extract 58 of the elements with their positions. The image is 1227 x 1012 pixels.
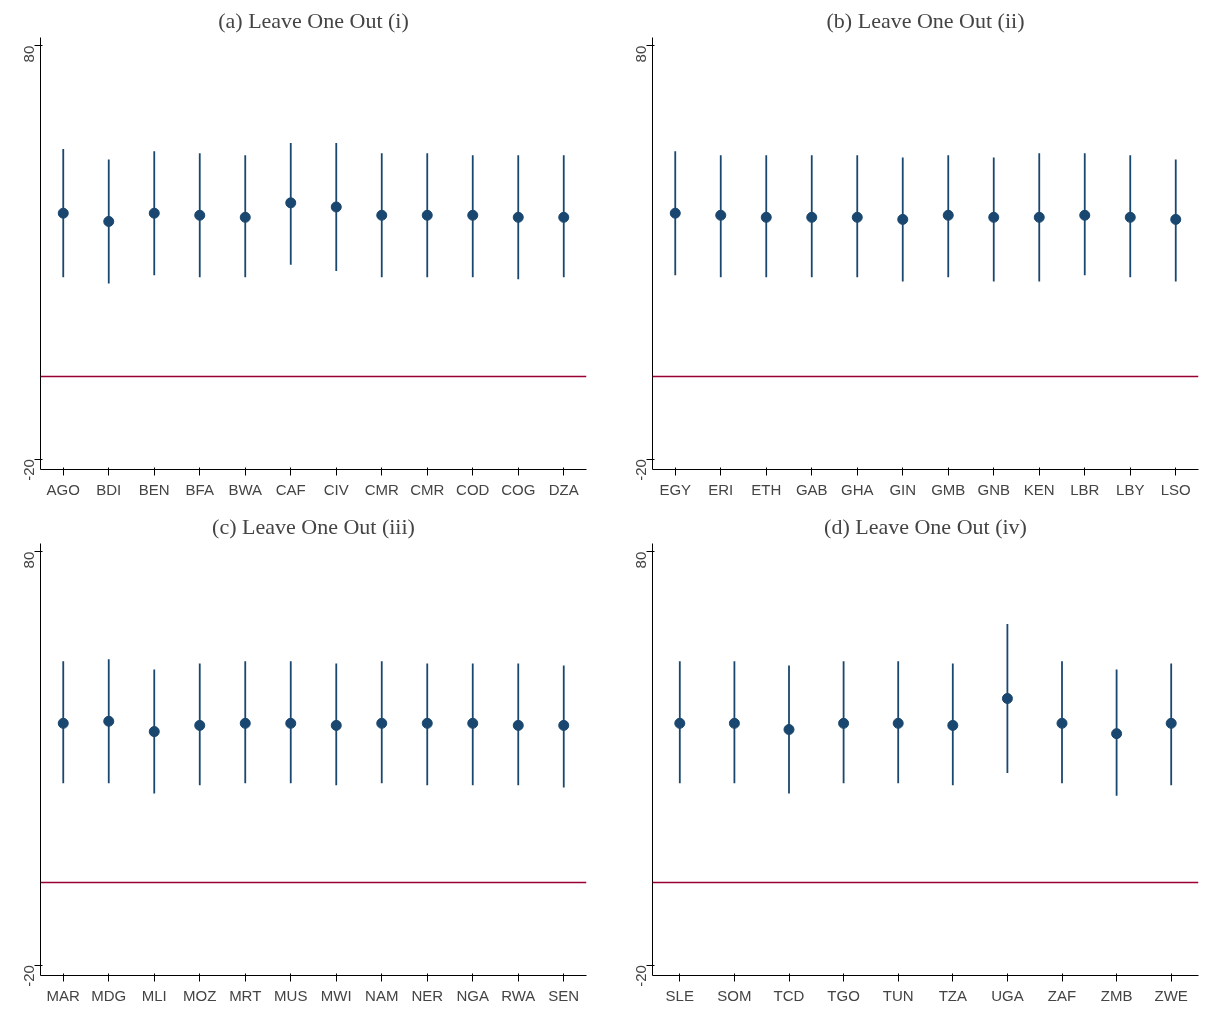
x-tick-label: CIV bbox=[323, 480, 349, 498]
x-tick-label: LBY bbox=[1116, 480, 1145, 498]
x-tick-label: NGA bbox=[456, 986, 490, 1004]
x-tick-label: COG bbox=[501, 480, 536, 498]
x-tick-label: ZAF bbox=[1047, 986, 1077, 1004]
x-tick-label: TCD bbox=[773, 986, 805, 1004]
x-tick-label: UGA bbox=[991, 986, 1024, 1004]
x-tick-label: ZWE bbox=[1154, 986, 1188, 1004]
x-tick-label: GAB bbox=[795, 480, 828, 498]
x-tick-label: MOZ bbox=[183, 986, 217, 1004]
y-tick-label: -20 bbox=[632, 459, 650, 481]
chart-title: (a) Leave One Out (i) bbox=[218, 7, 409, 33]
x-tick-label: LBR bbox=[1070, 480, 1100, 498]
x-tick-label: ETH bbox=[751, 480, 782, 498]
x-tick-label: COD bbox=[456, 480, 490, 498]
x-tick-label: KEN bbox=[1023, 480, 1055, 498]
x-tick-label: MRT bbox=[229, 986, 262, 1004]
x-tick-label: ZMB bbox=[1100, 986, 1133, 1004]
chart-title: (c) Leave One Out (iii) bbox=[212, 513, 415, 539]
x-tick-label: GHA bbox=[841, 480, 874, 498]
x-tick-label: RWA bbox=[501, 986, 536, 1004]
x-tick-label: BFA bbox=[185, 480, 214, 498]
x-tick-label: EGY bbox=[659, 480, 692, 498]
x-tick-label: LSO bbox=[1160, 480, 1191, 498]
x-tick-label: MDG bbox=[91, 986, 127, 1004]
x-tick-label: GIN bbox=[889, 480, 917, 498]
x-tick-label: BDI bbox=[96, 480, 122, 498]
y-tick-label: 80 bbox=[632, 45, 650, 63]
x-tick-label: AGO bbox=[46, 480, 80, 498]
y-tick-label: 80 bbox=[20, 551, 38, 569]
y-tick-label: -20 bbox=[632, 965, 650, 987]
x-tick-label: NER bbox=[411, 986, 444, 1004]
x-tick-label: SLE bbox=[665, 986, 694, 1004]
x-tick-label: SEN bbox=[548, 986, 580, 1004]
x-tick-label: CAF bbox=[275, 480, 306, 498]
x-tick-label: MLI bbox=[141, 986, 167, 1004]
x-tick-label: GNB bbox=[977, 480, 1011, 498]
x-tick-label: MAR bbox=[46, 986, 81, 1004]
x-tick-label: BEN bbox=[138, 480, 170, 498]
x-tick-label: TGO bbox=[827, 986, 860, 1004]
chart-title: (b) Leave One Out (ii) bbox=[826, 7, 1025, 33]
x-tick-label: TZA bbox=[938, 986, 967, 1004]
y-tick-label: 80 bbox=[632, 551, 650, 569]
chart-title: (d) Leave One Out (iv) bbox=[824, 513, 1027, 539]
x-tick-label: CMR bbox=[364, 480, 399, 498]
x-tick-label: MUS bbox=[274, 986, 308, 1004]
y-tick-label: 80 bbox=[20, 45, 38, 63]
x-tick-label: TUN bbox=[882, 986, 914, 1004]
y-tick-label: -20 bbox=[20, 965, 38, 987]
x-tick-label: SOM bbox=[717, 986, 752, 1004]
x-tick-label: MWI bbox=[320, 986, 352, 1004]
x-tick-label: ERI bbox=[708, 480, 734, 498]
y-tick-label: -20 bbox=[20, 459, 38, 481]
x-tick-label: NAM bbox=[365, 986, 399, 1004]
x-tick-label: GMB bbox=[931, 480, 966, 498]
x-tick-label: CMR bbox=[410, 480, 445, 498]
x-tick-label: BWA bbox=[228, 480, 263, 498]
x-tick-label: DZA bbox=[548, 480, 579, 498]
